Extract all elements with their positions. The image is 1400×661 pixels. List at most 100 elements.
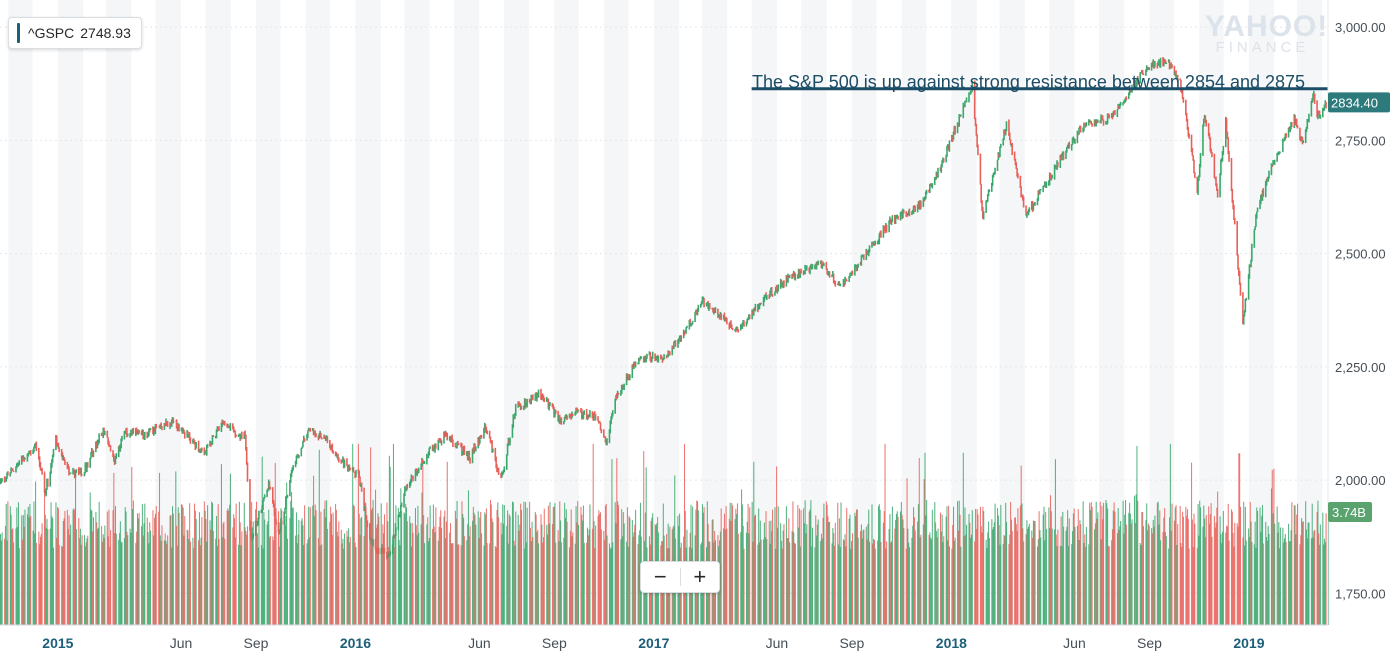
volume-bar [269, 535, 271, 625]
volume-bar [377, 513, 379, 625]
volume-bar [205, 519, 207, 625]
volume-bar [446, 461, 448, 625]
volume-bar [749, 507, 751, 625]
volume-bar [184, 516, 186, 625]
volume-bar [238, 501, 240, 625]
volume-bar [800, 510, 802, 625]
volume-bar [851, 541, 853, 625]
volume-bar [183, 535, 185, 625]
volume-bar [295, 535, 297, 625]
zoom-out-button[interactable]: − [653, 564, 667, 589]
volume-bar [519, 524, 521, 625]
volume-bar [23, 526, 25, 625]
volume-bar [1067, 545, 1069, 625]
volume-bar [572, 532, 574, 625]
volume-bar [740, 532, 742, 625]
volume-bar [891, 506, 893, 625]
volume-bar [970, 534, 972, 625]
volume-bar [480, 512, 482, 625]
volume-bar [392, 536, 394, 625]
volume-bar [142, 535, 144, 625]
volume-bar [977, 514, 979, 625]
volume-bar [38, 531, 40, 625]
volume-bar [785, 506, 787, 625]
volume-bar [1310, 538, 1312, 625]
volume-bar [1265, 521, 1267, 625]
volume-bar [304, 505, 306, 625]
volume-bar [1245, 540, 1247, 625]
volume-bar [952, 506, 955, 625]
volume-bar [1222, 531, 1224, 625]
volume-bar [1180, 543, 1182, 625]
volume-bar [593, 521, 595, 625]
volume-bar [1099, 501, 1101, 625]
volume-bar [953, 540, 955, 625]
volume-bar [480, 533, 483, 625]
volume-bar [1205, 515, 1207, 625]
volume-bar [193, 547, 195, 625]
volume-bar [1301, 518, 1303, 625]
volume-bar [52, 518, 54, 625]
volume-bar [1239, 506, 1242, 625]
volume-bar [1003, 535, 1005, 625]
volume-bar [423, 542, 425, 625]
volume-bar [479, 517, 481, 625]
volume-bar [1159, 510, 1161, 625]
volume-bar [763, 539, 765, 625]
volume-bar [241, 531, 243, 625]
month-band [105, 0, 132, 625]
zoom-in-button[interactable]: + [693, 564, 707, 589]
volume-bar [1283, 538, 1286, 625]
volume-bar [594, 548, 596, 625]
volume-bar [141, 504, 143, 625]
volume-bar [342, 538, 344, 625]
volume-bar [599, 513, 601, 625]
volume-bar [364, 502, 366, 625]
volume-bar [816, 524, 818, 625]
volume-bar [1129, 513, 1131, 625]
volume-bar [474, 515, 476, 625]
volume-bar [388, 546, 390, 625]
volume-bar [388, 455, 390, 625]
volume-bar [455, 518, 457, 625]
volume-bar [207, 505, 209, 625]
volume-bar [496, 509, 498, 625]
volume-bar [1260, 532, 1262, 625]
volume-bar [1067, 510, 1069, 625]
volume-bar [445, 521, 447, 625]
volume-bar [387, 521, 389, 625]
ticker-legend[interactable]: ^GSPC 2748.93 [8, 17, 142, 49]
volume-bar [633, 532, 635, 625]
volume-bar [1146, 503, 1148, 625]
volume-bar [35, 542, 37, 625]
volume-bar [617, 501, 619, 625]
volume-bar [97, 527, 99, 625]
volume-bar [1122, 500, 1124, 625]
volume-bar [101, 526, 103, 625]
volume-bar [589, 504, 591, 625]
volume-bar [317, 538, 319, 625]
volume-bar [1023, 541, 1025, 625]
volume-bar [954, 537, 956, 625]
volume-bar [791, 531, 793, 625]
volume-bar [1244, 506, 1246, 625]
volume-bar [903, 528, 905, 625]
volume-bar [506, 525, 508, 625]
volume-bar [1169, 517, 1171, 625]
volume-bar [306, 543, 308, 625]
volume-bar [210, 529, 212, 625]
volume-bar [856, 509, 858, 625]
volume-bar [104, 525, 106, 625]
volume-bar [1266, 537, 1268, 625]
volume-bar [158, 511, 160, 625]
volume-bar [736, 503, 739, 625]
volume-bar [1238, 453, 1240, 625]
volume-bar [546, 525, 548, 625]
volume-bar [730, 521, 732, 625]
volume-bar [1, 532, 3, 625]
volume-bar [598, 510, 600, 625]
volume-bar [412, 532, 414, 625]
volume-bar [557, 530, 559, 625]
volume-bar [467, 490, 469, 625]
volume-bar [414, 508, 416, 625]
